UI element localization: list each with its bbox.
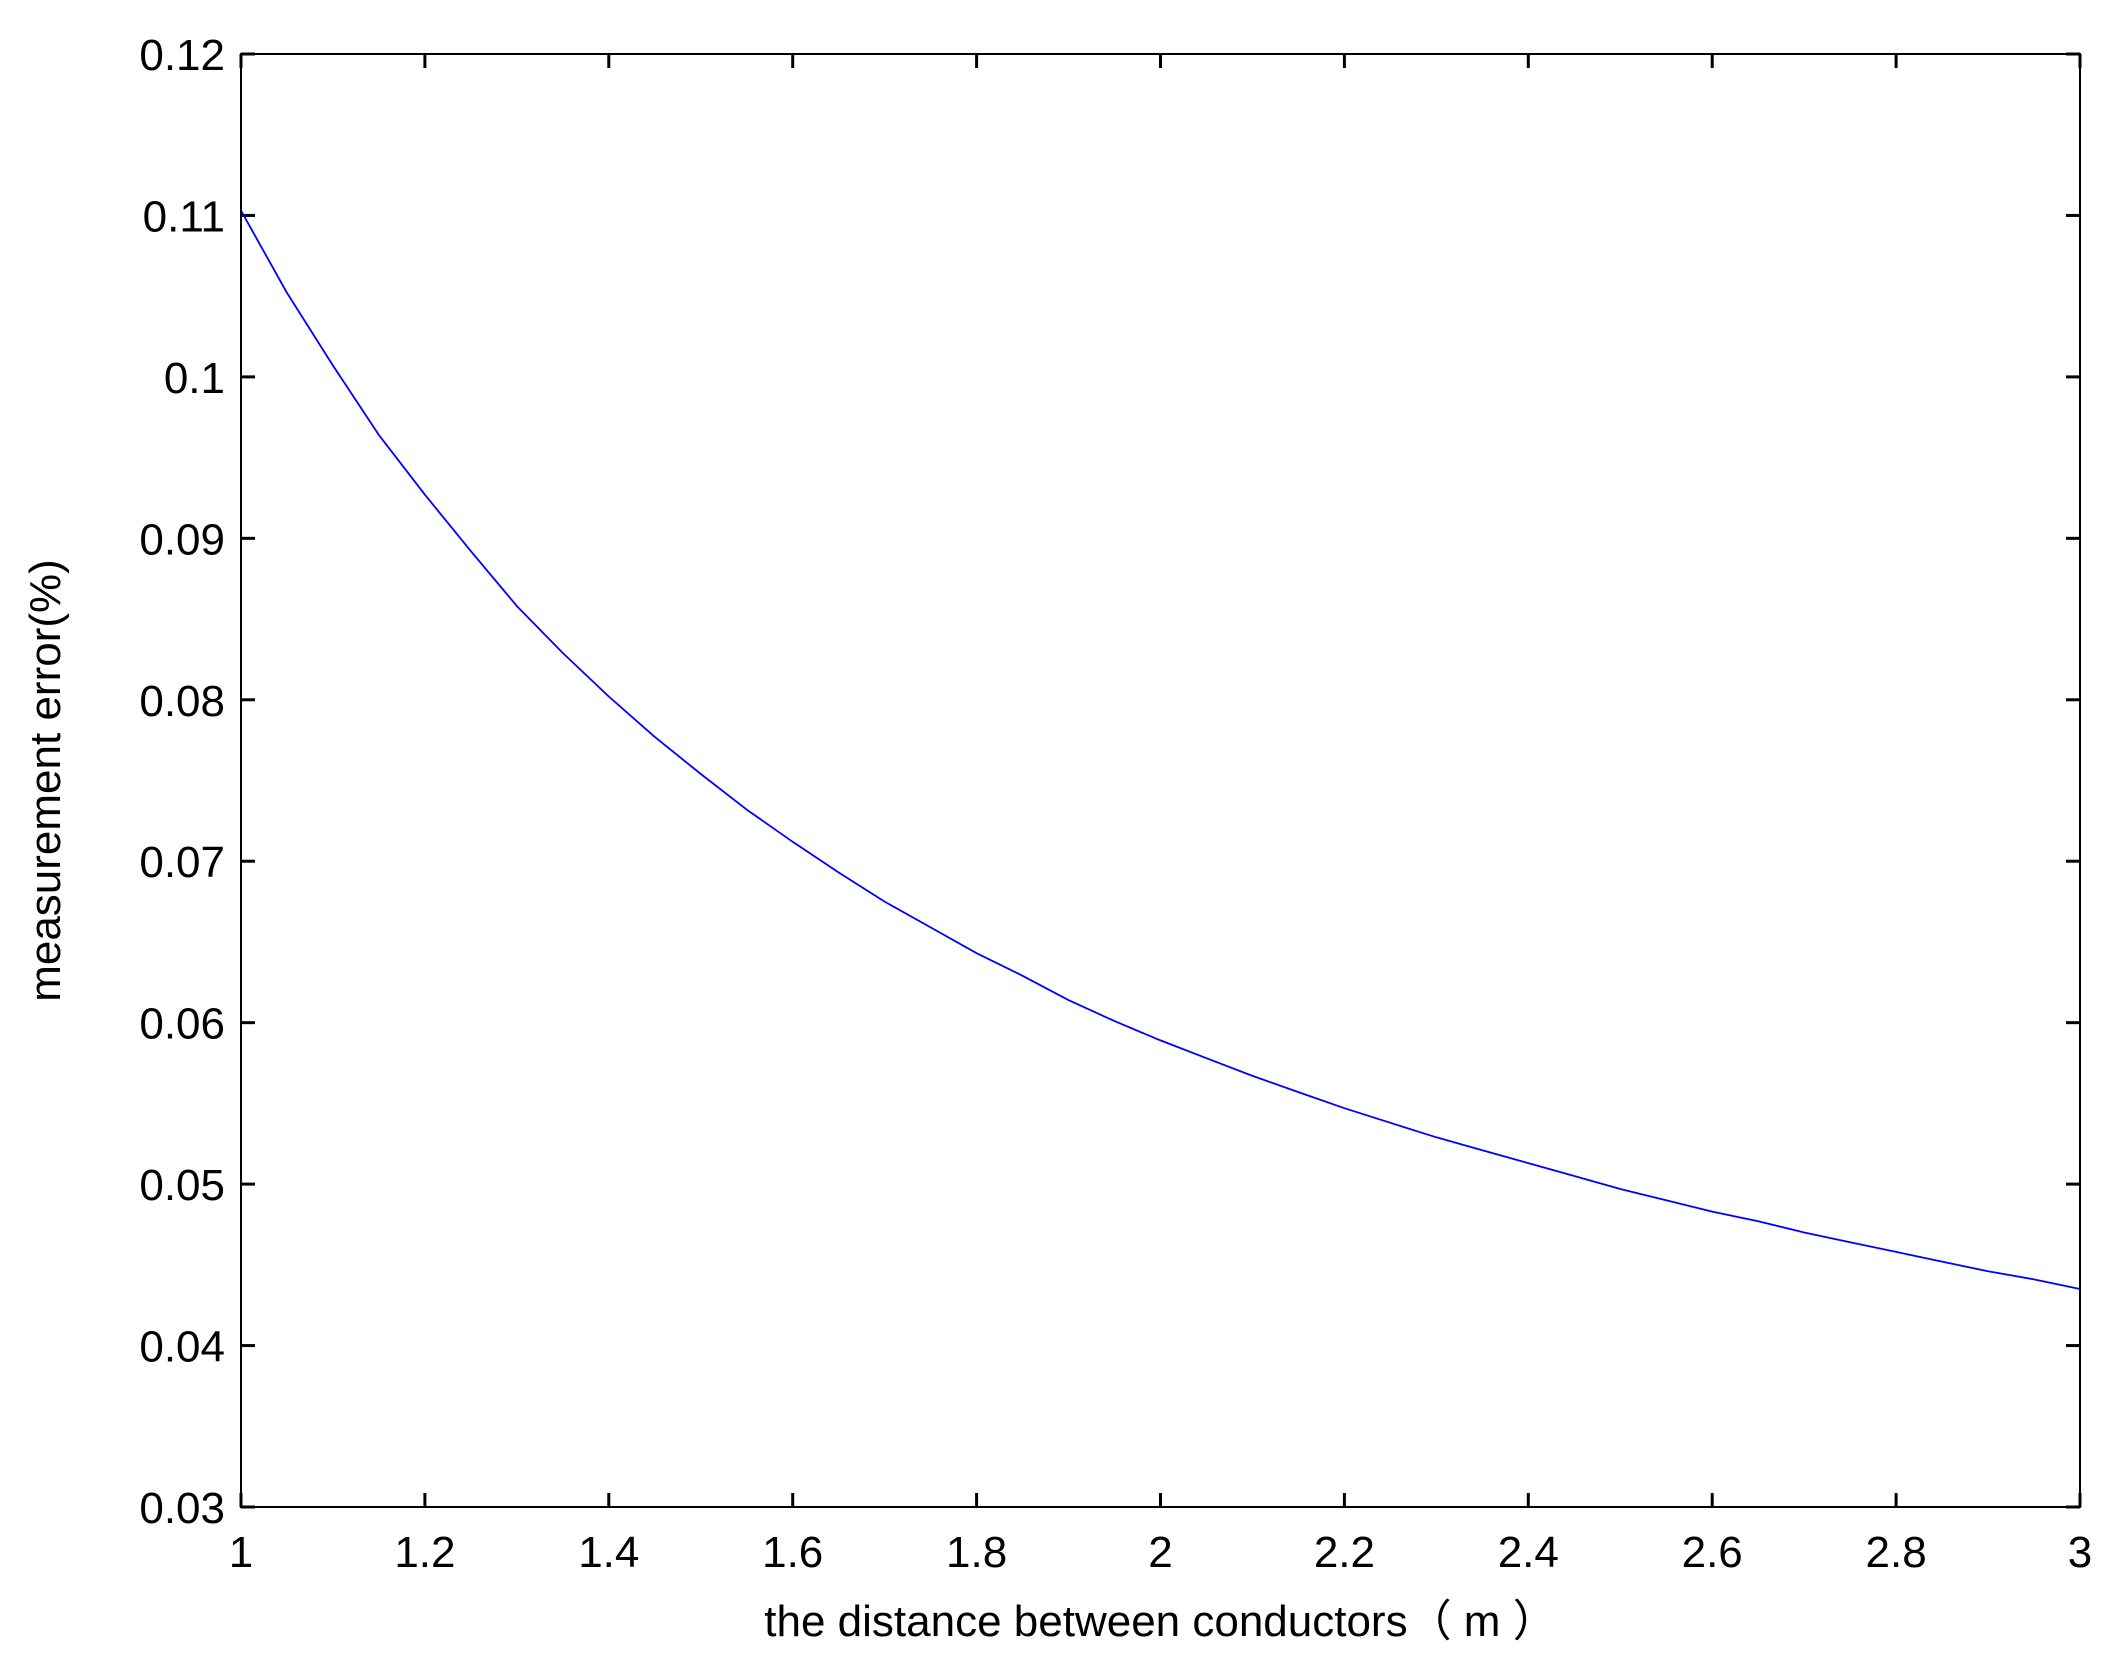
y-axis-label: measurement error(%) xyxy=(21,559,70,1002)
y-tick-label: 0.07 xyxy=(139,838,225,887)
y-tick-label: 0.1 xyxy=(164,354,225,403)
x-tick-label: 2.2 xyxy=(1314,1528,1375,1577)
y-tick-label: 0.06 xyxy=(139,1000,225,1049)
series-line-1 xyxy=(240,210,2081,1290)
y-tick-label: 0.08 xyxy=(139,677,225,726)
x-tick-label: 1.6 xyxy=(762,1528,823,1577)
x-tick-label: 1.8 xyxy=(946,1528,1007,1577)
x-tick-label: 1.4 xyxy=(578,1528,639,1577)
x-tick-label: 1.2 xyxy=(394,1528,455,1577)
x-tick-label: 1 xyxy=(229,1528,253,1577)
labels-layer: 1 1.2 1.4 1.6 1.8 2 2.2 2.4 2.6 2.8 3 0.03 0.04 0.05 0… xyxy=(139,31,2092,1577)
y-tick-label: 0.03 xyxy=(139,1484,225,1533)
y-tick-label: 0.12 xyxy=(139,31,225,80)
x-tick-label: 2.4 xyxy=(1498,1528,1559,1577)
y-tick-label: 0.09 xyxy=(139,515,225,564)
x-tick-label: 2.8 xyxy=(1866,1528,1927,1577)
series-layer xyxy=(240,210,2081,1290)
x-tick-label: 3 xyxy=(2068,1528,2092,1577)
y-tick-label: 0.05 xyxy=(139,1161,225,1210)
x-axis-label: the distance between conductors（ m ） xyxy=(764,1597,1556,1646)
y-tick-label: 0.11 xyxy=(143,192,225,241)
y-tick-label: 0.04 xyxy=(139,1323,225,1372)
x-tick-label: 2 xyxy=(1148,1528,1172,1577)
x-tick-label: 2.6 xyxy=(1682,1528,1743,1577)
plot-frame xyxy=(240,53,2081,1508)
